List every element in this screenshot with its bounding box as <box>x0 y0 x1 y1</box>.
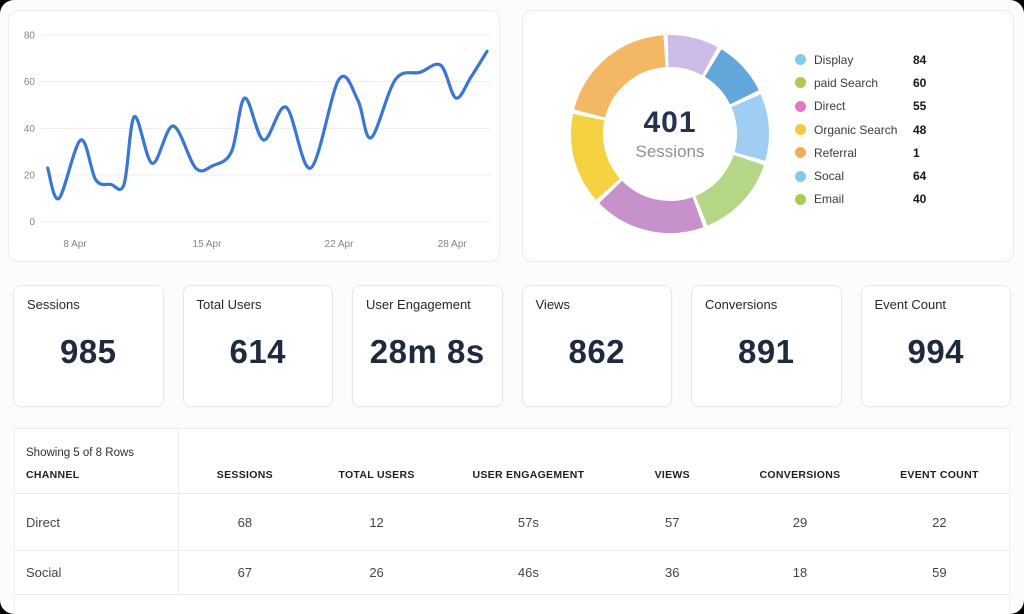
donut-chart <box>571 35 769 233</box>
table-header-views[interactable]: VIEWS <box>654 469 690 481</box>
table-header-sessions[interactable]: SESSIONS <box>216 469 273 481</box>
legend-value: 48 <box>913 122 927 137</box>
kpi-value: 985 <box>59 333 117 370</box>
table-row-count-caption: Showing 5 of 8 Rows <box>26 447 135 459</box>
table-row-social: Social 67 26 46s 36 18 59 <box>15 551 1009 595</box>
legend-dot-icon <box>795 193 806 205</box>
user-engagement-cell: 46s <box>517 565 539 580</box>
legend-dot-icon <box>795 54 806 66</box>
legend-dot-icon <box>795 77 806 89</box>
table-header-channel: Showing 5 of 8 Rows CHANNEL <box>15 429 179 493</box>
svg-text:0: 0 <box>29 217 35 228</box>
legend-dot-icon <box>795 147 806 159</box>
conversions-cell: 18 <box>792 565 808 580</box>
event-count-cell: 59 <box>932 565 947 580</box>
table-row-direct: Direct 68 12 57s 57 29 22 <box>15 494 1009 551</box>
legend-value: 40 <box>913 192 927 207</box>
kpi-label: Total Users <box>196 297 262 312</box>
kpi-value: 891 <box>737 333 795 370</box>
channel-cell: Social <box>15 551 179 594</box>
total-users-cell: 26 <box>369 565 384 580</box>
legend-value: 1 <box>913 145 920 160</box>
svg-text:15 Apr: 15 Apr <box>193 239 223 250</box>
table-header-conversions[interactable]: CONVERSIONS <box>759 469 841 481</box>
legend-label: Email <box>814 192 845 207</box>
legend-dot-icon <box>795 170 806 182</box>
channel-cell: Direct <box>15 494 179 550</box>
legend-item-social[interactable]: Socal 64 <box>795 164 926 187</box>
views-cell: 36 <box>665 565 680 580</box>
legend-item-organic-search[interactable]: Organic Search 48 <box>795 118 926 141</box>
views-cell: 57 <box>665 514 680 530</box>
legend-item-paid-search[interactable]: paid Search 60 <box>795 71 926 94</box>
total-users-cell: 12 <box>369 514 384 530</box>
kpi-label: Conversions <box>705 297 778 312</box>
channels-table: Showing 5 of 8 Rows CHANNEL SESSIONS TOT… <box>14 428 1010 614</box>
legend-label: paid Search <box>814 75 879 90</box>
kpi-card-conversions: Conversions 891 <box>691 285 842 407</box>
kpi-label: Sessions <box>27 297 80 312</box>
kpi-card-views: Views 862 <box>521 285 672 407</box>
legend-value: 84 <box>913 52 927 67</box>
svg-text:20: 20 <box>24 171 36 182</box>
table-header-user-engagement[interactable]: USER ENGAGEMENT <box>472 469 585 481</box>
kpi-card-sessions: Sessions 985 <box>13 285 164 407</box>
kpi-label: User Engagement <box>366 297 471 312</box>
svg-text:40: 40 <box>24 124 36 135</box>
legend-value: 60 <box>913 75 927 90</box>
conversions-cell: 29 <box>792 514 808 530</box>
legend-item-email[interactable]: Email 40 <box>795 188 926 211</box>
legend-label: Display <box>814 52 854 67</box>
kpi-label: Event Count <box>874 297 947 312</box>
kpi-card-total-users: Total Users 614 <box>182 285 333 407</box>
event-count-cell: 22 <box>932 514 947 530</box>
donut-legend: Display 84 paid Search 60 Direct 55 Orga… <box>795 48 926 211</box>
legend-value: 55 <box>913 99 927 114</box>
legend-item-direct[interactable]: Direct 55 <box>795 95 926 118</box>
table-header-row: Showing 5 of 8 Rows CHANNEL SESSIONS TOT… <box>15 429 1009 494</box>
kpi-value: 862 <box>568 333 626 370</box>
sessions-line-chart-panel: 0 20 40 60 80 8 Apr 15 Apr 22 Apr 28 Apr <box>8 10 500 262</box>
legend-label: Direct <box>814 99 846 114</box>
line-chart: 0 20 40 60 80 8 Apr 15 Apr 22 Apr 28 Apr <box>24 31 491 250</box>
legend-dot-icon <box>795 124 806 136</box>
legend-dot-icon <box>795 100 806 112</box>
table-header-event-count[interactable]: EVENT COUNT <box>900 469 979 481</box>
column-header[interactable]: CHANNEL <box>26 469 80 481</box>
kpi-cards-row: Sessions 985 Total Users 614 User Engage… <box>13 285 1011 407</box>
kpi-card-event-count: Event Count 994 <box>860 285 1011 407</box>
legend-label: Organic Search <box>814 122 898 137</box>
legend-label: Referral <box>814 145 857 160</box>
kpi-label: Views <box>535 297 570 312</box>
kpi-value: 28m 8s <box>369 333 485 370</box>
svg-text:60: 60 <box>24 77 36 88</box>
svg-text:80: 80 <box>24 31 36 42</box>
sessions-cell: 68 <box>237 514 253 530</box>
kpi-card-user-engagement: User Engagement 28m 8s <box>352 285 503 407</box>
user-engagement-cell: 57s <box>517 514 539 530</box>
table-header-total-users[interactable]: TOTAL USERS <box>338 469 415 481</box>
legend-label: Socal <box>814 169 845 184</box>
kpi-value: 614 <box>229 333 287 370</box>
kpi-value: 994 <box>907 333 965 370</box>
legend-item-referral[interactable]: Referral 1 <box>795 141 926 164</box>
legend-value: 64 <box>913 169 927 184</box>
sessions-cell: 67 <box>237 565 253 580</box>
sessions-donut-panel: 401 Sessions Display 84 paid Search 60 D… <box>522 10 1014 262</box>
svg-text:28 Apr: 28 Apr <box>438 239 468 250</box>
legend-item-display[interactable]: Display 84 <box>795 48 926 71</box>
svg-text:22 Apr: 22 Apr <box>325 239 355 250</box>
svg-text:8 Apr: 8 Apr <box>63 239 87 250</box>
